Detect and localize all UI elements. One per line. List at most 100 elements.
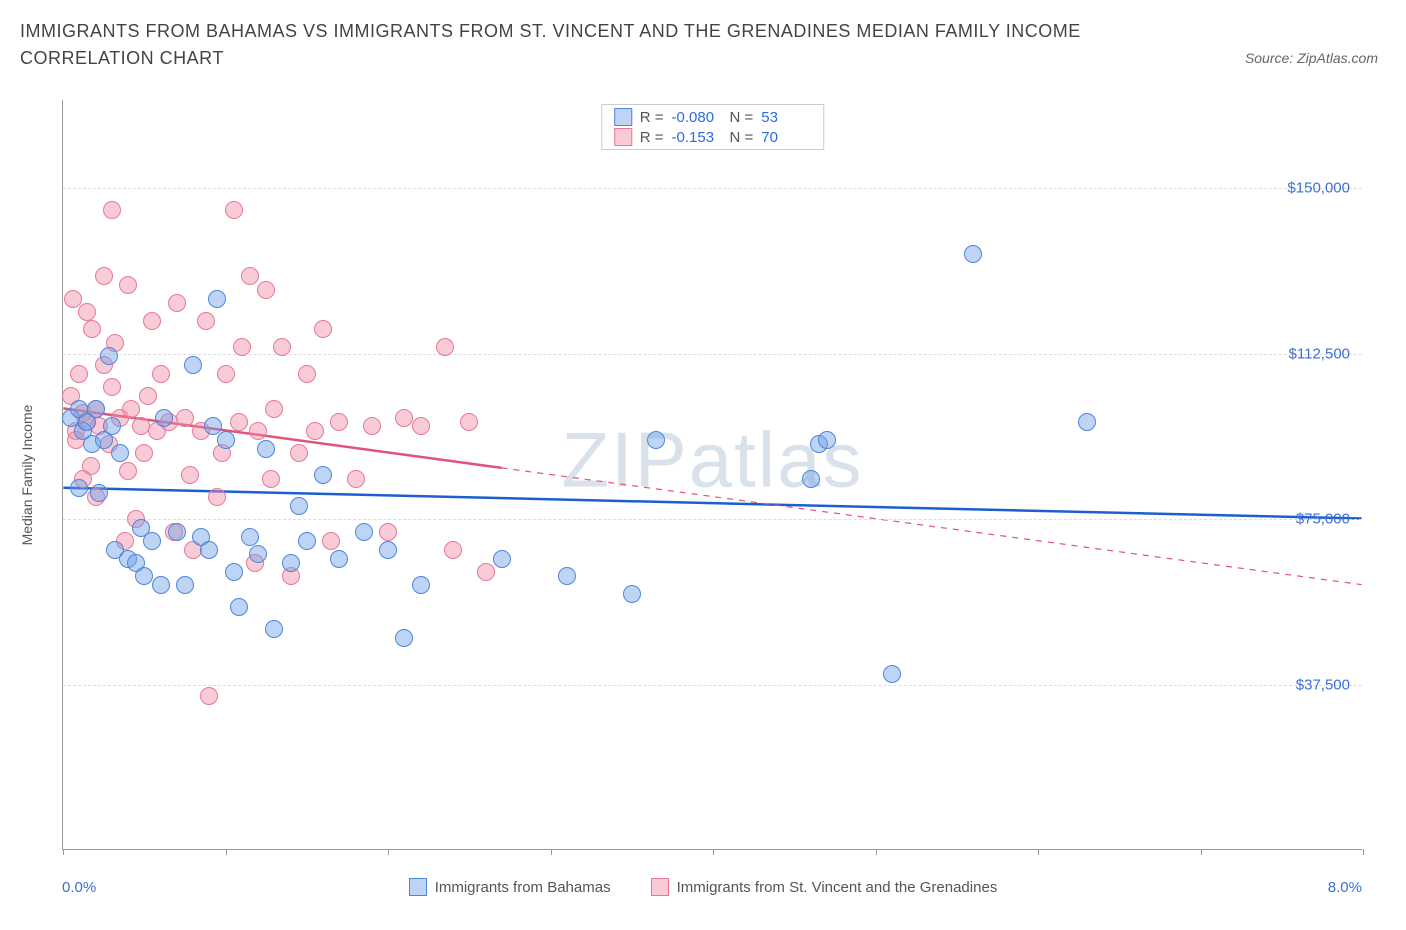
data-point-stvincent bbox=[230, 413, 248, 431]
chart-title: IMMIGRANTS FROM BAHAMAS VS IMMIGRANTS FR… bbox=[20, 18, 1120, 72]
chart-source: Source: ZipAtlas.com bbox=[1245, 50, 1378, 66]
data-point-bahamas bbox=[176, 576, 194, 594]
x-tick bbox=[876, 849, 877, 855]
data-point-stvincent bbox=[197, 312, 215, 330]
gridline bbox=[63, 519, 1362, 520]
data-point-bahamas bbox=[132, 519, 150, 537]
data-point-bahamas bbox=[647, 431, 665, 449]
data-point-bahamas bbox=[623, 585, 641, 603]
y-tick-label: $37,500 bbox=[1296, 676, 1350, 693]
data-point-stvincent bbox=[273, 338, 291, 356]
legend-swatch bbox=[409, 878, 427, 896]
legend-stat-row: R =-0.153N =70 bbox=[602, 127, 824, 147]
x-tick bbox=[713, 849, 714, 855]
data-point-stvincent bbox=[363, 417, 381, 435]
data-point-bahamas bbox=[90, 484, 108, 502]
x-tick bbox=[388, 849, 389, 855]
data-point-stvincent bbox=[119, 462, 137, 480]
data-point-bahamas bbox=[412, 576, 430, 594]
data-point-stvincent bbox=[83, 320, 101, 338]
data-point-stvincent bbox=[82, 457, 100, 475]
data-point-stvincent bbox=[298, 365, 316, 383]
data-point-bahamas bbox=[493, 550, 511, 568]
data-point-stvincent bbox=[330, 413, 348, 431]
data-point-bahamas bbox=[883, 665, 901, 683]
data-point-bahamas bbox=[200, 541, 218, 559]
data-point-bahamas bbox=[1078, 413, 1096, 431]
data-point-bahamas bbox=[964, 245, 982, 263]
data-point-bahamas bbox=[395, 629, 413, 647]
data-point-bahamas bbox=[802, 470, 820, 488]
data-point-stvincent bbox=[64, 290, 82, 308]
series-legend: Immigrants from Bahamas Immigrants from S… bbox=[20, 878, 1386, 896]
plot-area: Median Family Income ZIPatlas R =-0.080N… bbox=[62, 100, 1362, 850]
data-point-stvincent bbox=[122, 400, 140, 418]
data-point-stvincent bbox=[262, 470, 280, 488]
data-point-bahamas bbox=[155, 409, 173, 427]
legend-swatch bbox=[651, 878, 669, 896]
x-tick bbox=[1363, 849, 1364, 855]
data-point-stvincent bbox=[95, 267, 113, 285]
data-point-stvincent bbox=[225, 201, 243, 219]
data-point-bahamas bbox=[111, 444, 129, 462]
legend-swatch bbox=[614, 128, 632, 146]
data-point-bahamas bbox=[257, 440, 275, 458]
data-point-stvincent bbox=[460, 413, 478, 431]
data-point-stvincent bbox=[314, 320, 332, 338]
data-point-bahamas bbox=[230, 598, 248, 616]
y-tick-label: $75,000 bbox=[1296, 511, 1350, 528]
data-point-stvincent bbox=[306, 422, 324, 440]
y-tick-label: $150,000 bbox=[1287, 180, 1350, 197]
data-point-stvincent bbox=[265, 400, 283, 418]
data-point-bahamas bbox=[379, 541, 397, 559]
data-point-stvincent bbox=[139, 387, 157, 405]
data-point-stvincent bbox=[168, 294, 186, 312]
data-point-bahamas bbox=[282, 554, 300, 572]
data-point-stvincent bbox=[395, 409, 413, 427]
x-tick bbox=[63, 849, 64, 855]
legend-label: Immigrants from Bahamas bbox=[435, 879, 611, 896]
data-point-stvincent bbox=[103, 378, 121, 396]
data-point-bahamas bbox=[70, 479, 88, 497]
data-point-stvincent bbox=[347, 470, 365, 488]
data-point-stvincent bbox=[322, 532, 340, 550]
data-point-bahamas bbox=[265, 620, 283, 638]
data-point-stvincent bbox=[477, 563, 495, 581]
data-point-bahamas bbox=[314, 466, 332, 484]
gridline bbox=[63, 685, 1362, 686]
data-point-stvincent bbox=[290, 444, 308, 462]
x-tick bbox=[1038, 849, 1039, 855]
data-point-stvincent bbox=[135, 444, 153, 462]
data-point-stvincent bbox=[412, 417, 430, 435]
legend-swatch bbox=[614, 108, 632, 126]
data-point-bahamas bbox=[217, 431, 235, 449]
gridline bbox=[63, 354, 1362, 355]
data-point-stvincent bbox=[217, 365, 235, 383]
data-point-bahamas bbox=[818, 431, 836, 449]
data-point-bahamas bbox=[249, 545, 267, 563]
data-point-stvincent bbox=[444, 541, 462, 559]
data-point-bahamas bbox=[241, 528, 259, 546]
data-point-stvincent bbox=[436, 338, 454, 356]
correlation-legend: R =-0.080N =53R =-0.153N =70 bbox=[601, 104, 825, 150]
data-point-bahamas bbox=[184, 356, 202, 374]
x-tick bbox=[551, 849, 552, 855]
data-point-bahamas bbox=[225, 563, 243, 581]
data-point-stvincent bbox=[257, 281, 275, 299]
data-point-stvincent bbox=[200, 687, 218, 705]
data-point-stvincent bbox=[233, 338, 251, 356]
data-point-stvincent bbox=[241, 267, 259, 285]
data-point-bahamas bbox=[208, 290, 226, 308]
y-tick-label: $112,500 bbox=[1289, 345, 1350, 362]
watermark: ZIPatlas bbox=[561, 414, 863, 505]
data-point-bahamas bbox=[330, 550, 348, 568]
data-point-bahamas bbox=[152, 576, 170, 594]
data-point-stvincent bbox=[143, 312, 161, 330]
y-axis-label: Median Family Income bbox=[19, 404, 35, 545]
legend-item: Immigrants from St. Vincent and the Gren… bbox=[651, 878, 998, 896]
data-point-stvincent bbox=[152, 365, 170, 383]
data-point-stvincent bbox=[78, 303, 96, 321]
data-point-stvincent bbox=[249, 422, 267, 440]
x-tick bbox=[226, 849, 227, 855]
chart-container: Median Family Income ZIPatlas R =-0.080N… bbox=[20, 90, 1386, 890]
